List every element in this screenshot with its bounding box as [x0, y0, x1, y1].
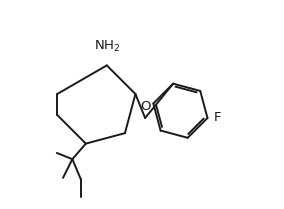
Text: F: F — [213, 111, 221, 125]
Text: O: O — [140, 101, 151, 113]
Text: NH$_2$: NH$_2$ — [94, 39, 120, 54]
